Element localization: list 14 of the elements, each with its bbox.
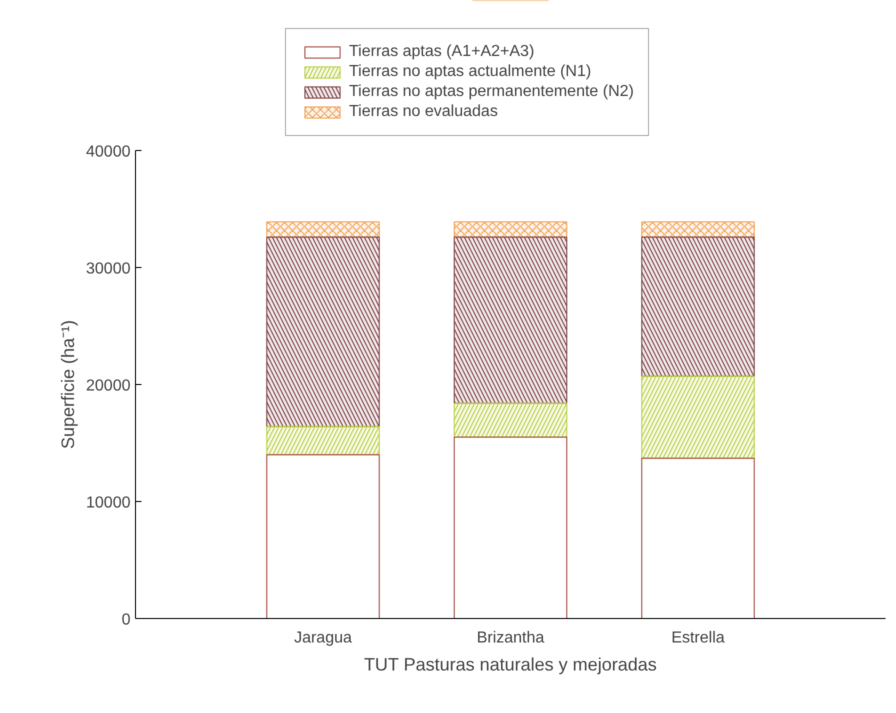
x-tick-label: Brizantha (476, 630, 544, 646)
y-tick-label: 30000 (86, 260, 131, 278)
y-tick-label: 40000 (86, 144, 131, 160)
y-tick-label: 10000 (86, 494, 131, 512)
y-tick-label: 0 (122, 612, 131, 628)
legend-label: Tierras no evaluadas (349, 103, 498, 121)
x-tick-label: Jaragua (294, 630, 352, 646)
legend-label: Tierras no aptas actualmente (N1) (349, 63, 592, 81)
legend-label: Tierras no aptas permanentemente (N2) (349, 83, 634, 101)
y-tick-label: 20000 (86, 378, 131, 394)
y-axis-title: Superficie (ha⁻¹) (58, 320, 78, 450)
legend-label: Tierras aptas (A1+A2+A3) (349, 43, 534, 61)
x-axis-title: TUT Pasturas naturales y mejoradas (364, 654, 657, 674)
x-tick-label: Estrella (671, 630, 725, 646)
